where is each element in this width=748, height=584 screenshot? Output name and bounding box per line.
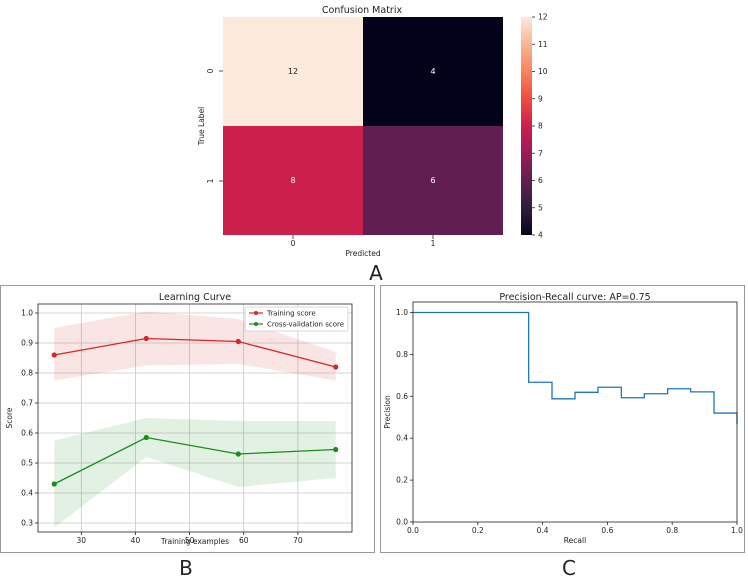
cm-ytick-label-0: 0: [206, 68, 215, 73]
pr-ticks: 0.0 0.2 0.4 0.6 0.8 1.0 0.0 0.2 0.4 0.6 0.8 1.0: [396, 308, 743, 535]
lc-band-1: [54, 418, 336, 528]
lc-xtick-label: 60: [239, 536, 249, 545]
pr-ytick-label: 1.0: [396, 308, 408, 317]
lc-series-line-1: [53, 436, 336, 485]
cm-colorbar-tick-label: 12: [538, 13, 548, 22]
cm-value-0-0: 12: [288, 67, 298, 76]
lc-point-1-1: [143, 434, 149, 441]
lc-point-0-2: [235, 338, 241, 345]
lc-xtick-label: 50: [185, 536, 195, 545]
lc-ylabel: Score: [5, 407, 14, 428]
lc-title: Learning Curve: [159, 292, 231, 303]
lc-point-1-3: [333, 446, 339, 453]
cm-colorbar-tick-label: 5: [538, 203, 543, 212]
lc-lines: [51, 335, 339, 487]
cm-colorbar-ticks: 4 5 6 7 8 9 10 11 12: [532, 13, 548, 240]
lc-point-0-1: [143, 335, 149, 342]
pr-xtick-label: 0.0: [407, 526, 419, 535]
lc-bands: [54, 311, 336, 528]
lc-point-0-3: [333, 364, 339, 370]
pr-xlabel: Recall: [564, 536, 586, 545]
pr-title: Precision-Recall curve: AP=0.75: [499, 292, 650, 303]
lc-legend-train-label: Training score: [266, 310, 316, 318]
cm-colorbar-tick-label: 10: [538, 67, 548, 76]
pr-ytick-label: 0.0: [396, 518, 408, 527]
confusion-matrix-panel: Confusion Matrix 12 4 8 6 0 1 0 1 Predic…: [197, 5, 548, 258]
pr-xtick-label: 1.0: [731, 526, 743, 535]
learning-curve-panel: Learning Curve 30 40 50 60 70 0.3 0.4 0.5 0.6 0.7…: [5, 292, 353, 546]
cm-xtick-label-0: 0: [291, 239, 296, 248]
pr-ytick-label: 0.6: [396, 392, 408, 401]
lc-legend-cv-marker: [254, 322, 258, 326]
panel-letter-c: C: [562, 556, 576, 580]
lc-ytick-label: 0.6: [21, 429, 33, 438]
cm-cell-0-1: [363, 17, 503, 126]
lc-legend-box: [244, 306, 349, 332]
pr-curve-line: [413, 311, 738, 425]
cm-colorbar-tick-label: 11: [538, 40, 548, 49]
lc-ytick-label: 0.7: [21, 399, 33, 408]
lc-ytick-label: 0.3: [21, 519, 33, 528]
cm-colorbar-tick-label: 4: [538, 231, 543, 240]
lc-xtick-label: 70: [293, 536, 303, 545]
cm-cell-1-0: [223, 126, 363, 235]
lc-point-1-2: [235, 451, 241, 457]
lc-xlabel: Training examples: [160, 537, 229, 546]
cm-title: Confusion Matrix: [322, 5, 403, 16]
cm-colorbar-tick-label: 6: [538, 176, 543, 185]
lc-legend-cv-label: Cross-validation score: [267, 321, 344, 329]
pr-curve-panel: Precision-Recall curve: AP=0.75 0.0 0.2 0.…: [383, 292, 743, 545]
learning-curve-panel-frame: [0, 285, 375, 553]
cm-value-1-0: 8: [290, 176, 295, 185]
pr-xtick-label: 0.6: [601, 526, 613, 535]
pr-xtick-label: 0.2: [472, 526, 484, 535]
lc-ytick-label: 0.4: [21, 489, 33, 498]
lc-ticks: 30 40 50 60 70 0.3 0.4 0.5 0.6 0.7 0.8 0.9 1.0: [21, 309, 303, 546]
cm-ytick-label-1: 1: [206, 178, 215, 183]
cm-value-0-1: 4: [430, 67, 435, 76]
lc-legend-train-marker: [254, 311, 258, 315]
cm-cell-0-0: [223, 17, 363, 126]
lc-series-line-0: [54, 337, 336, 368]
panel-letter-b: B: [179, 556, 193, 580]
lc-axes: [37, 303, 353, 533]
lc-legend: Training score Cross-validation score: [244, 306, 349, 332]
lc-point-0-0: [51, 352, 57, 358]
panel-letter-a: A: [369, 261, 383, 285]
pr-axes: [412, 301, 738, 523]
cm-colorbar-tick-label: 8: [538, 122, 543, 131]
cm-xlabel: Predicted: [345, 249, 380, 258]
pr-xtick-label: 0.4: [537, 526, 549, 535]
cm-colorbar-tick-label: 9: [538, 94, 543, 103]
cm-ylabel: True Label: [197, 107, 206, 147]
pr-curve-panel-frame: [380, 285, 745, 553]
pr-line-group: [413, 311, 738, 425]
pr-xtick-label: 0.8: [666, 526, 678, 535]
cm-xtick-label-1: 1: [431, 239, 436, 248]
pr-ytick-label: 0.2: [396, 476, 408, 485]
cm-cell-1-1: [363, 126, 503, 235]
pr-ylabel: Precision: [383, 395, 392, 429]
lc-ytick-label: 0.5: [21, 459, 33, 468]
lc-point-1-0: [51, 481, 57, 487]
lc-ytick-label: 1.0: [21, 309, 33, 318]
cm-value-1-1: 6: [430, 176, 435, 185]
lc-ytick-label: 0.8: [21, 369, 33, 378]
cm-colorbar-tick-label: 7: [538, 149, 543, 158]
lc-ytick-label: 0.9: [21, 339, 33, 348]
pr-ytick-label: 0.4: [396, 434, 408, 443]
cm-colorbar: [521, 17, 532, 235]
lc-xtick-label: 40: [131, 536, 141, 545]
lc-xtick-label: 30: [77, 536, 87, 545]
pr-ytick-label: 0.8: [396, 350, 408, 359]
